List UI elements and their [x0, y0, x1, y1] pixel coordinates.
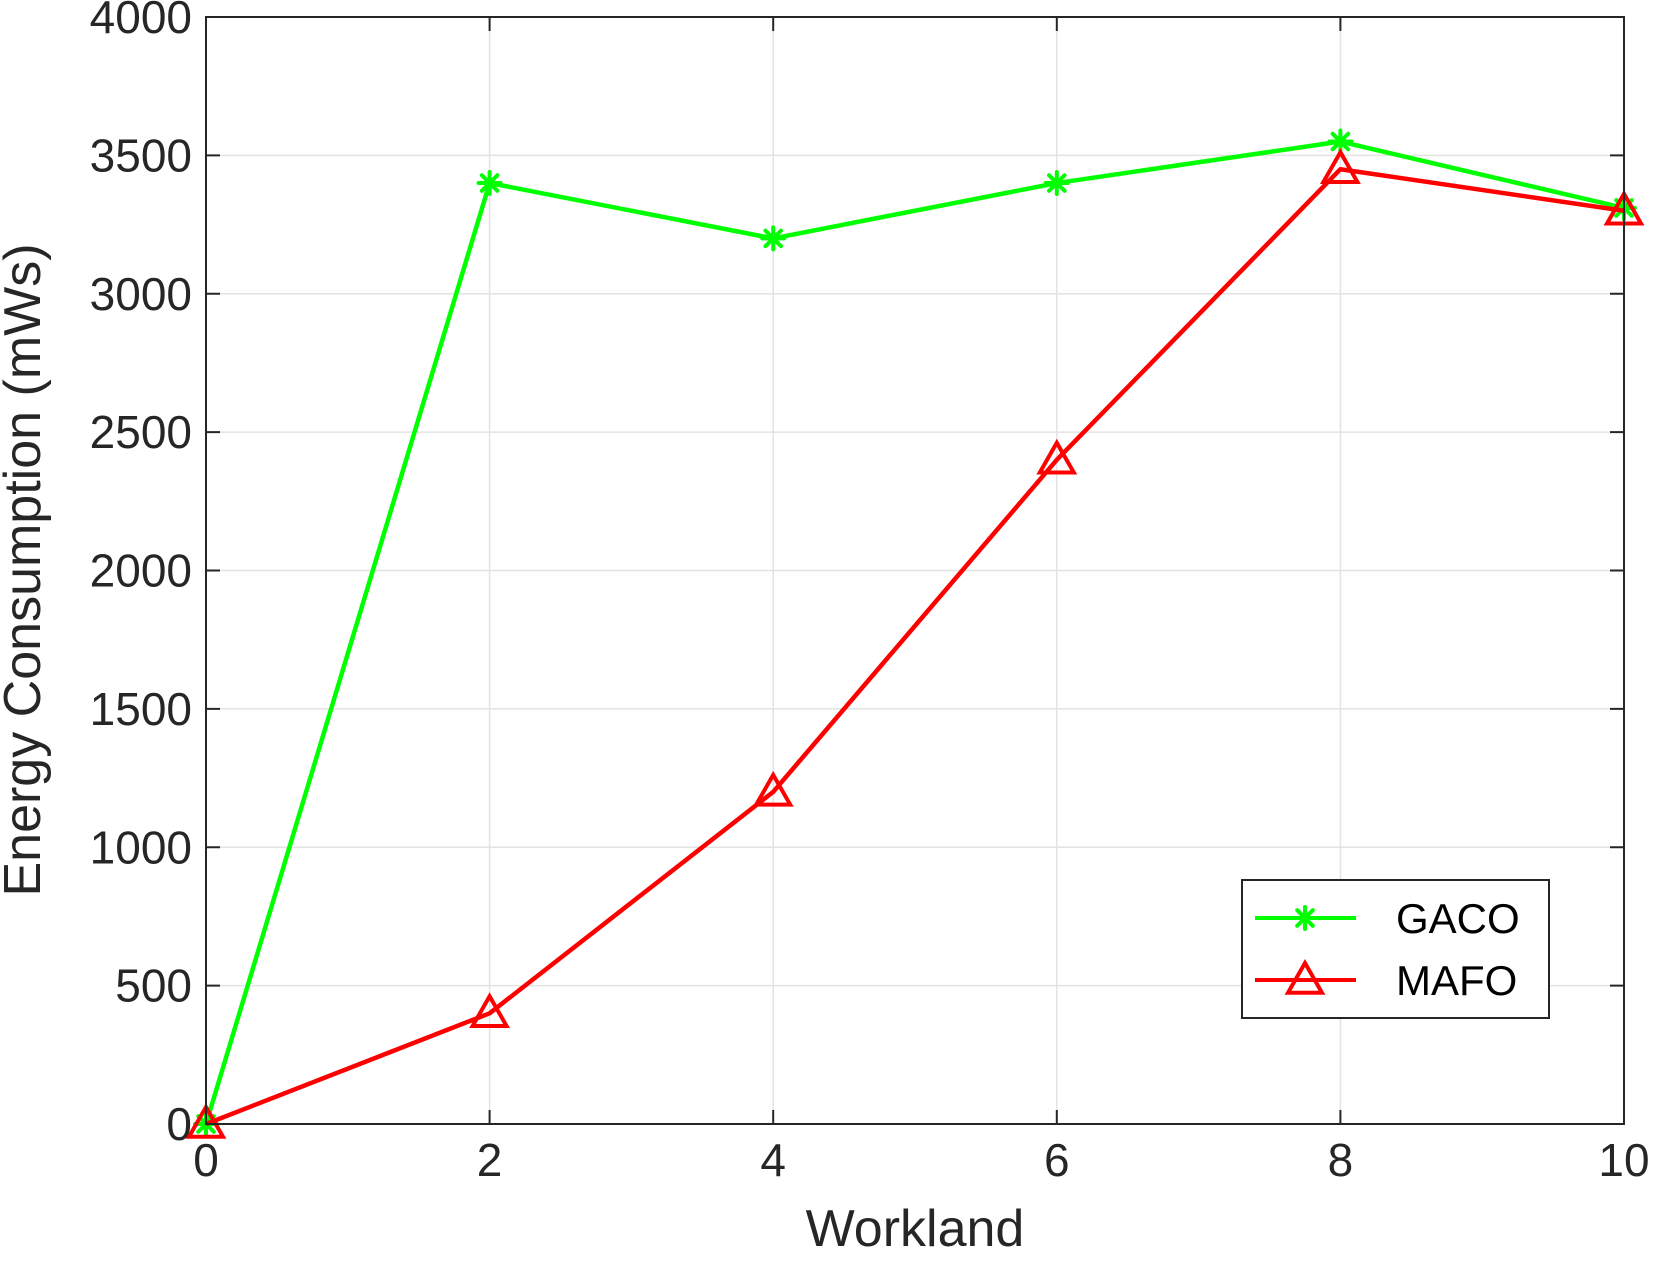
- legend-marker-mafo: [1284, 958, 1326, 995]
- x-axis-label: Workland: [806, 1200, 1025, 1258]
- y-tick-label: 2500: [90, 406, 192, 458]
- y-tick-label: 4000: [90, 0, 192, 43]
- legend-triangle: [1284, 958, 1326, 995]
- legend-label-gaco: GACO: [1396, 895, 1520, 942]
- x-tick-label: 8: [1328, 1134, 1354, 1186]
- tick-labels: 0 2 4 6 8 10 0 500 1000 1500 2000 2500 3000 3500 4000: [90, 0, 1650, 1186]
- series-line-gaco: [203, 139, 1625, 1125]
- y-tick-label: 500: [115, 960, 192, 1012]
- legend-marker-gaco: [1292, 905, 1318, 931]
- y-tick-label: 1500: [90, 683, 192, 735]
- data-point-gaco: [1043, 170, 1070, 197]
- y-tick-label: 3000: [90, 268, 192, 320]
- legend: GACO MAFO: [1241, 879, 1550, 1019]
- x-tick-label: 2: [477, 1134, 503, 1186]
- data-point-mafo: [1036, 438, 1078, 475]
- x-tick-label: 4: [760, 1134, 786, 1186]
- marker-stroke: [479, 173, 500, 193]
- y-axis-label: Energy Consumption (mWs): [0, 243, 52, 896]
- legend-label-mafo: MAFO: [1396, 957, 1517, 1004]
- marker-stroke: [1330, 131, 1351, 152]
- y-tick-label: 1000: [90, 821, 192, 873]
- data-point-mafo: [469, 992, 511, 1029]
- data-point-gaco: [476, 170, 503, 197]
- grid: [206, 17, 1624, 1124]
- data-point-mafo: [185, 1102, 227, 1139]
- marker-stroke: [1047, 173, 1067, 193]
- marker-stroke: [763, 228, 783, 249]
- ticks: [205, 16, 1625, 1125]
- series-line-mafo: [205, 166, 1625, 1127]
- y-tick-label: 3500: [90, 129, 192, 181]
- legend-asterisk: [1292, 905, 1318, 931]
- data-point-mafo: [1319, 148, 1361, 184]
- data-point-gaco: [760, 225, 787, 252]
- data-point-gaco: [1327, 128, 1354, 155]
- y-tick-label: 2000: [90, 545, 192, 597]
- x-tick-label: 0: [193, 1134, 219, 1186]
- marker-stroke: [1295, 908, 1315, 928]
- x-tick-label: 6: [1044, 1134, 1070, 1186]
- legend-box: [1241, 879, 1550, 1019]
- x-tick-label: 10: [1598, 1134, 1649, 1186]
- data-point-mafo: [752, 770, 794, 807]
- y-tick-label: 0: [166, 1098, 192, 1150]
